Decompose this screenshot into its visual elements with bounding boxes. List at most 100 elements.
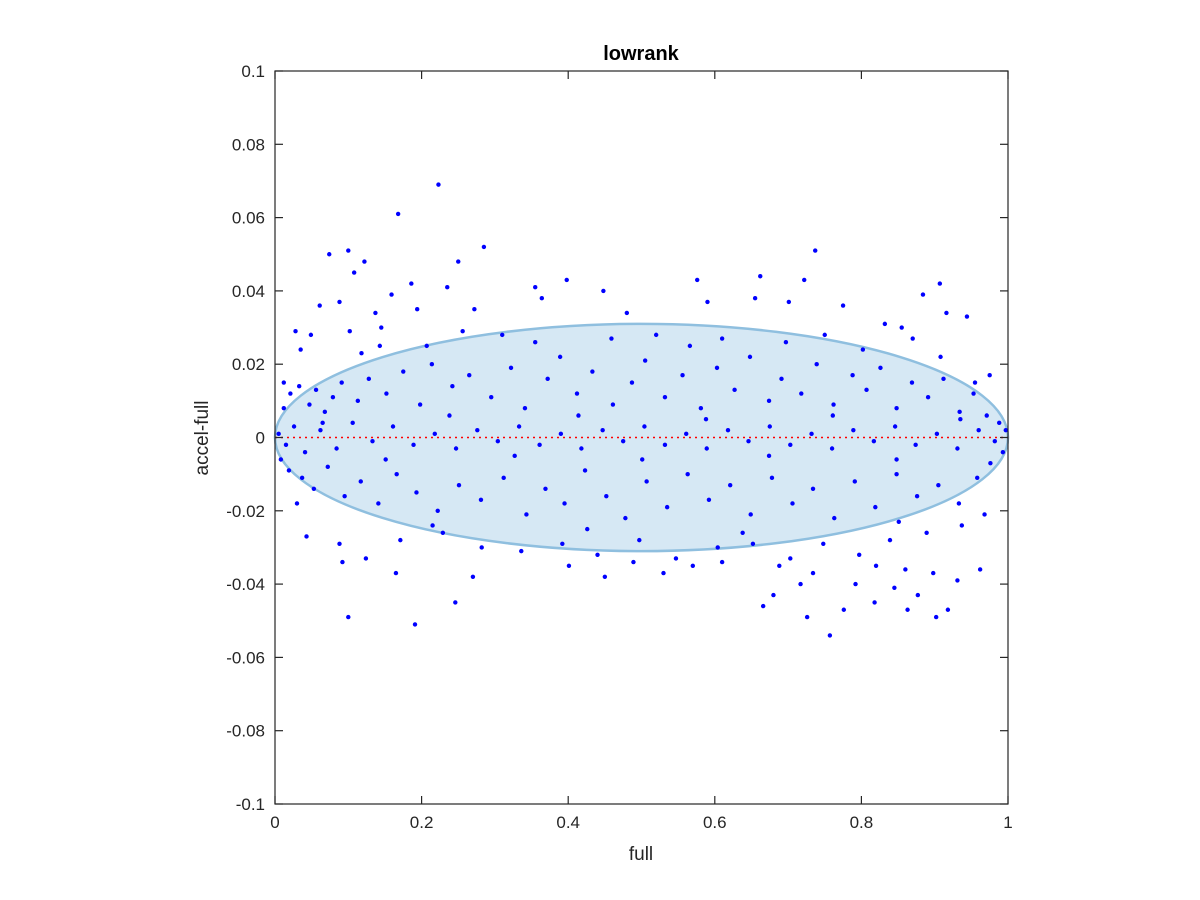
data-point (467, 372, 472, 378)
data-point (955, 446, 960, 451)
data-point (938, 354, 943, 360)
data-point (931, 570, 936, 576)
data-point (786, 299, 792, 305)
data-point (851, 427, 856, 433)
data-point (359, 351, 364, 356)
data-point (299, 475, 305, 481)
data-point (475, 427, 480, 433)
data-point (894, 471, 899, 477)
data-point (604, 493, 609, 499)
data-point (293, 329, 298, 334)
data-point (704, 446, 709, 451)
data-point (809, 431, 814, 437)
data-point (456, 482, 462, 488)
y-axis-label: accel-full (192, 401, 213, 476)
data-point (673, 556, 679, 561)
data-point (453, 446, 459, 451)
data-point (997, 420, 1002, 426)
data-point (814, 362, 819, 367)
data-point (445, 285, 450, 290)
data-point (524, 512, 529, 517)
data-point (481, 244, 487, 250)
data-point (732, 387, 737, 393)
data-point (317, 303, 322, 308)
data-point (864, 387, 869, 393)
data-point (539, 296, 545, 301)
data-point (685, 471, 690, 477)
data-point (719, 336, 725, 341)
data-point (882, 321, 888, 327)
data-point (957, 409, 962, 415)
data-point (334, 446, 339, 451)
y-tick-label: 0 (256, 429, 265, 448)
data-point (447, 413, 452, 418)
data-point (637, 537, 642, 543)
data-point (653, 332, 659, 338)
data-point (395, 211, 401, 217)
data-point (788, 556, 793, 561)
data-point (913, 442, 918, 448)
data-point (411, 442, 416, 448)
data-point (872, 600, 877, 605)
data-point (684, 431, 689, 437)
data-point (766, 398, 772, 404)
data-point (631, 559, 636, 565)
data-point (276, 431, 281, 437)
data-point (602, 574, 608, 579)
data-point (934, 431, 940, 437)
data-point (294, 501, 300, 506)
data-point (857, 552, 862, 557)
data-point (850, 372, 855, 378)
data-point (871, 438, 877, 444)
data-point (829, 446, 835, 451)
data-point (566, 563, 572, 568)
data-point (740, 530, 745, 535)
data-point (690, 563, 696, 568)
y-tick-label: -0.04 (226, 575, 265, 594)
y-tick-label: 0.06 (232, 209, 265, 228)
data-point (390, 424, 396, 429)
data-point (661, 570, 666, 576)
data-point (376, 501, 381, 506)
data-point (905, 607, 910, 612)
data-point (715, 545, 720, 550)
data-point (288, 391, 293, 396)
data-point (379, 325, 384, 330)
data-point (664, 504, 670, 510)
data-point (984, 413, 989, 418)
x-tick-label: 1 (1003, 813, 1012, 832)
data-point (424, 343, 429, 349)
data-point (945, 607, 951, 612)
data-point (706, 497, 712, 503)
data-point (1000, 449, 1006, 455)
data-point (915, 592, 921, 598)
data-point (537, 442, 542, 448)
data-point (1003, 427, 1009, 433)
y-tick-label: 0.1 (241, 62, 265, 81)
data-point (362, 259, 367, 264)
data-point (779, 376, 784, 382)
data-point (982, 512, 987, 517)
data-point (281, 405, 286, 411)
data-point (810, 570, 816, 576)
data-point (610, 402, 616, 407)
data-point (533, 285, 538, 290)
data-point (501, 475, 506, 481)
data-point (831, 402, 836, 407)
data-point (346, 614, 351, 620)
data-point (383, 457, 388, 462)
data-point (841, 607, 847, 612)
data-point (558, 431, 564, 437)
data-point (936, 482, 941, 488)
data-point (988, 460, 993, 466)
data-point (804, 614, 810, 620)
data-point (899, 325, 904, 330)
data-point (750, 541, 756, 546)
data-point (925, 394, 931, 400)
data-point (600, 427, 605, 433)
data-point (470, 574, 476, 579)
data-point (760, 603, 766, 609)
data-point (822, 332, 827, 338)
data-point (783, 340, 789, 345)
data-point (695, 277, 700, 283)
